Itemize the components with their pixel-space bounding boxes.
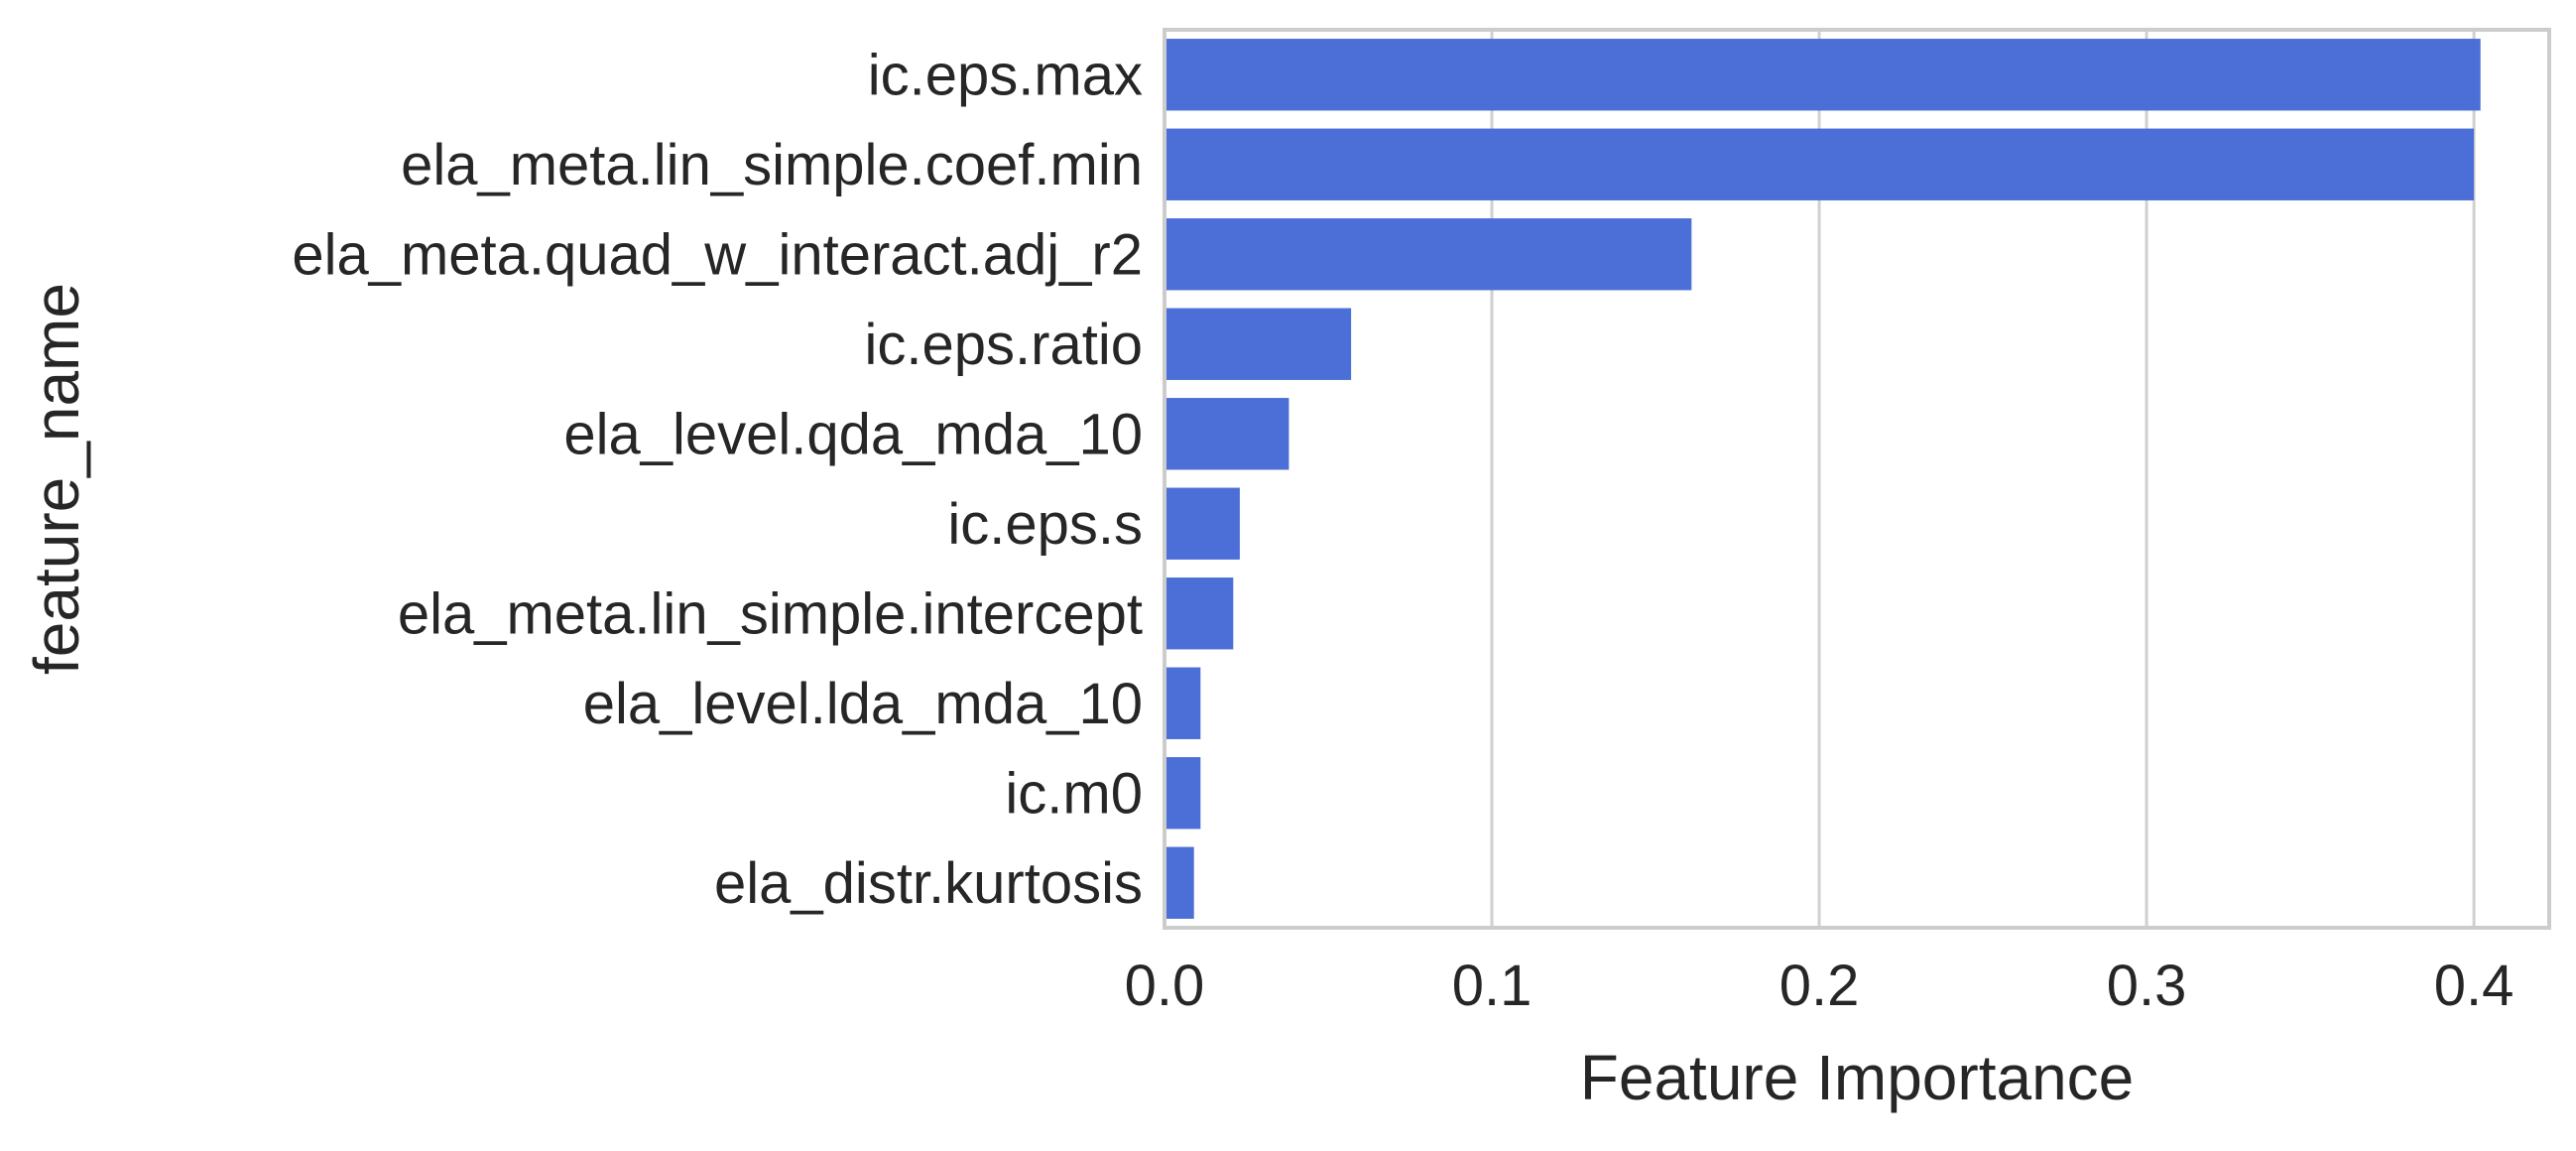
y-tick-label: ela_meta.lin_simple.coef.min xyxy=(401,133,1143,197)
y-axis-title: feature_name xyxy=(21,283,92,675)
y-tick-label: ic.m0 xyxy=(1005,761,1143,826)
bar xyxy=(1165,39,2481,111)
y-tick-label: ic.eps.ratio xyxy=(865,313,1143,377)
plot-frame xyxy=(1163,28,2551,930)
bar xyxy=(1165,128,2475,200)
y-tick-label: ela_level.qda_mda_10 xyxy=(563,402,1143,466)
x-tick-label: 0.3 xyxy=(2107,954,2187,1018)
bar xyxy=(1165,487,1240,560)
x-tick-label: 0.0 xyxy=(1125,954,1205,1018)
y-tick-labels: ic.eps.max ela_meta.lin_simple.coef.minel… xyxy=(292,43,1143,916)
bar xyxy=(1165,846,1194,919)
y-tick-label: ela_distr.kurtosis xyxy=(714,851,1143,916)
x-tick-label: 0.4 xyxy=(2434,954,2515,1018)
bar-layer xyxy=(1165,39,2481,919)
bar xyxy=(1165,308,1352,380)
y-tick-label: ic.eps.max xyxy=(868,43,1143,107)
x-tick-label: 0.1 xyxy=(1452,954,1533,1018)
x-tick-label: 0.2 xyxy=(1779,954,1860,1018)
y-tick-label: ela_meta.lin_simple.intercept xyxy=(398,581,1143,646)
y-tick-label: ela_meta.quad_w_interact.adj_r2 xyxy=(292,222,1143,287)
bar xyxy=(1165,757,1201,830)
x-tick-labels: 0.0 0.1 0.2 0.3 0.4 xyxy=(1125,954,2515,1018)
y-tick-label: ic.eps.s xyxy=(947,492,1143,557)
x-axis-title: Feature Importance xyxy=(1580,1042,2135,1113)
bar xyxy=(1165,218,1692,291)
bar xyxy=(1165,398,1289,470)
bar xyxy=(1165,577,1234,650)
y-tick-label: ela_level.lda_mda_10 xyxy=(583,672,1143,736)
bar xyxy=(1165,667,1201,739)
